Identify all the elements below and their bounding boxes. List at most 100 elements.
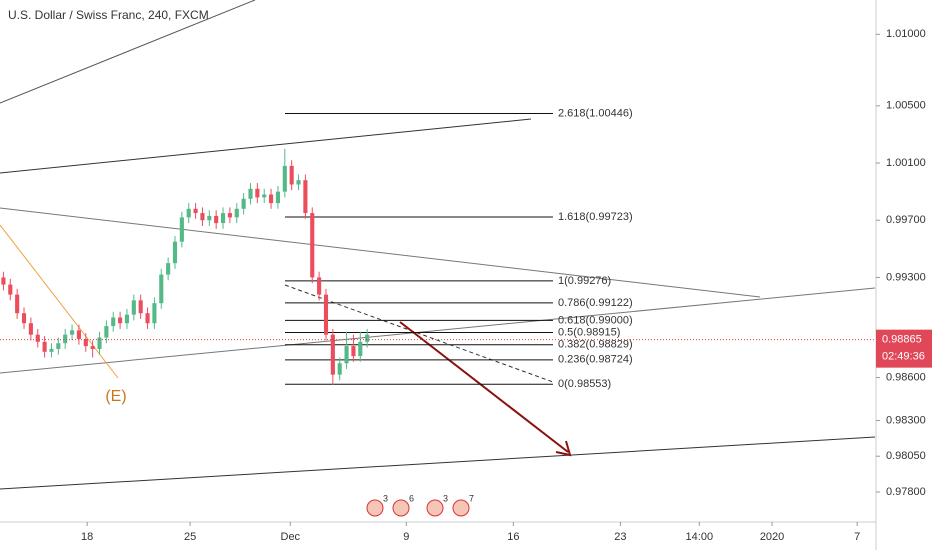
wave-label: (E) [105,388,126,405]
fib-label: 2.618(1.00446) [558,107,633,119]
candle-body [282,165,287,192]
fib-label: 0(0.98553) [558,378,611,390]
candle-body [104,326,109,338]
candle-body [303,180,308,214]
trend-line [0,207,761,298]
candle-body [317,277,322,295]
trend-line [0,436,876,490]
fib-label: 1(0.99276) [558,275,611,287]
x-tick-label: 7 [854,531,860,543]
candle-body [21,313,27,324]
candle-body [8,284,13,295]
candle-body [248,188,253,199]
dashed-line [284,284,554,383]
y-tick-label: 1.01000 [886,28,926,40]
candle-body [179,217,184,242]
candle-body [337,363,342,375]
trend-line [0,118,532,174]
trend-line [0,287,876,374]
candle-body [289,165,294,185]
event-icon [366,499,384,517]
forecast-arrow [399,321,569,453]
candle-body [296,180,301,185]
candle-body [138,300,143,314]
candle-body [159,274,164,304]
candle-body [193,208,198,214]
candle-body [56,343,61,349]
fib-label: 0.618(0.99000) [558,314,633,326]
candle-body [323,294,329,335]
x-tick-label: 2020 [760,531,784,543]
candle-body [131,300,136,315]
candle-body [351,346,356,357]
candle-body [42,341,47,352]
candle-body [145,313,150,324]
fib-label: 0.236(0.98724) [558,354,633,366]
candle-body [200,213,205,221]
candle-body [152,303,157,324]
x-tick-label: Dec [281,531,301,543]
candle-body [124,314,130,324]
candle-body [166,263,171,275]
candle-body [111,317,116,327]
candle-body [15,294,20,314]
candle-body [269,194,274,204]
y-tick-label: 0.98300 [886,414,926,426]
candle-body [207,215,212,221]
event-label: 3 [383,493,388,503]
candle-body [344,346,349,364]
x-tick-label: 23 [614,531,626,543]
fib-label: 0.382(0.98829) [558,339,633,351]
candle-body [365,334,370,342]
candle-body [255,188,260,198]
candle-body [275,191,280,204]
candle-body [97,337,102,349]
candle-body [214,215,219,224]
candle-body [330,334,335,375]
candle-body [227,213,232,218]
y-tick-label: 0.98050 [886,450,926,462]
fib-label: 0.5(0.98915) [558,326,620,338]
candle-body [35,334,40,342]
candle-body [70,330,75,335]
event-icon [452,499,470,517]
candle-body [28,323,33,335]
candle-body [63,334,68,344]
event-label: 7 [469,493,474,503]
event-label: 6 [409,493,414,503]
y-tick-label: 1.00500 [886,100,926,112]
candle-body [186,208,191,218]
price-badge [876,329,932,368]
countdown: 02:49:36 [882,351,925,363]
y-tick-label: 0.98600 [886,371,926,383]
fib-label: 1.618(0.99723) [558,211,633,223]
y-tick-label: 0.97800 [886,486,926,498]
event-icon [426,499,444,517]
candle-body [262,194,267,198]
x-tick-label: 25 [184,531,196,543]
candle-body [83,338,88,347]
candle-body [90,346,95,349]
candle-body [118,317,123,324]
candle-body [220,213,226,224]
candle-body [76,330,81,339]
event-label: 3 [443,493,448,503]
candle-body [49,348,54,352]
y-tick-label: 0.99300 [886,271,926,283]
event-icon [392,499,410,517]
x-tick-label: 16 [507,531,519,543]
candle-body [234,208,239,218]
x-tick-label: 14:00 [686,531,714,543]
y-tick-label: 0.99700 [886,214,926,226]
chart-title: U.S. Dollar / Swiss Franc, 240, FXCM [8,8,209,22]
candle-body [310,213,315,278]
last-price-label: 0.98865 [882,334,922,346]
x-tick-label: 9 [403,531,409,543]
candle-body [358,341,363,357]
candle-body [241,198,246,209]
trend-line [0,0,256,104]
candle-body [172,241,178,264]
wave-line [0,224,119,379]
